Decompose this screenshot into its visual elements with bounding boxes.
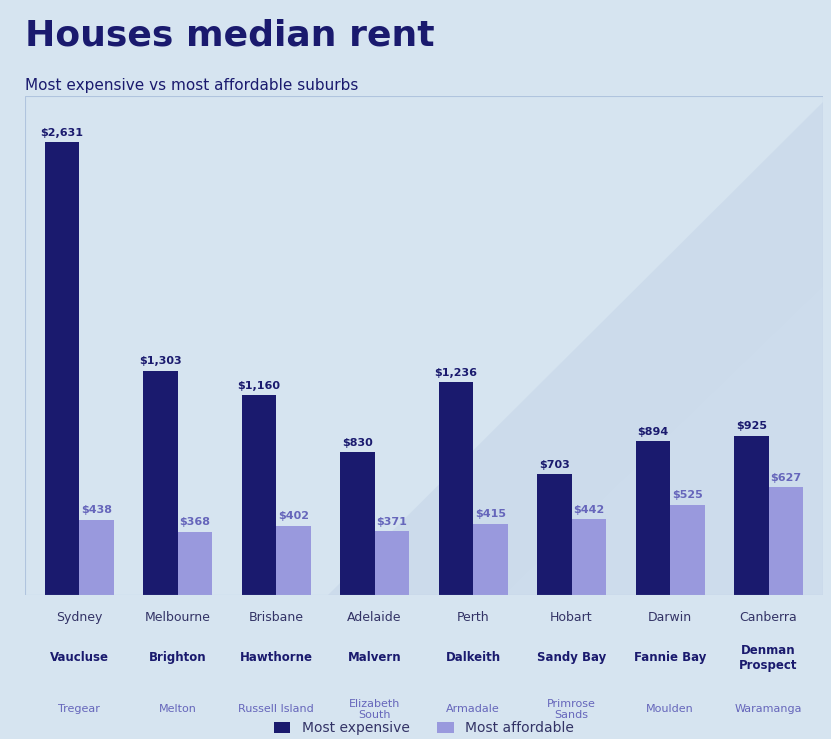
Text: $402: $402 [278,511,309,522]
Text: $925: $925 [735,421,767,432]
Bar [670,505,705,595]
Text: Denman
Prospect: Denman Prospect [740,644,798,672]
Bar [769,487,803,595]
Bar [473,523,508,595]
Text: $894: $894 [637,427,668,437]
Text: Hawthorne: Hawthorne [239,651,312,664]
Text: Perth: Perth [457,611,489,624]
Text: Brisbane: Brisbane [248,611,303,624]
Bar [242,395,276,595]
Text: Most expensive vs most affordable suburbs: Most expensive vs most affordable suburb… [25,78,358,92]
Text: $442: $442 [573,505,604,514]
Text: Waramanga: Waramanga [735,704,802,715]
Text: Elizabeth
South: Elizabeth South [349,698,401,721]
Text: Dalkeith: Dalkeith [445,651,500,664]
Text: $830: $830 [342,437,373,448]
Legend: Most expensive, Most affordable: Most expensive, Most affordable [269,717,578,739]
Text: Moulden: Moulden [647,704,694,715]
Bar [636,441,670,595]
Text: Tregear: Tregear [58,704,100,715]
Text: $1,236: $1,236 [435,368,477,378]
Polygon shape [504,270,831,595]
Text: $1,303: $1,303 [139,356,182,367]
Bar [572,519,606,595]
Bar [143,371,178,595]
Text: Armadale: Armadale [446,704,500,715]
Text: $368: $368 [179,517,210,528]
Text: Melton: Melton [159,704,196,715]
Text: $525: $525 [672,490,703,500]
Bar [439,382,473,595]
Bar [375,531,409,595]
Text: Malvern: Malvern [347,651,401,664]
Text: Adelaide: Adelaide [347,611,402,624]
Bar [340,452,375,595]
Text: Primrose
Sands: Primrose Sands [547,698,596,721]
Text: $371: $371 [376,517,407,527]
Polygon shape [328,86,831,595]
Text: Hobart: Hobart [550,611,593,624]
Bar [537,474,572,595]
Text: Houses median rent: Houses median rent [25,18,435,52]
Text: Darwin: Darwin [648,611,692,624]
Text: $415: $415 [475,509,506,520]
Text: $2,631: $2,631 [41,128,83,138]
Text: Sydney: Sydney [56,611,102,624]
Bar [178,531,212,595]
Text: $1,160: $1,160 [238,381,280,391]
Text: Canberra: Canberra [740,611,798,624]
Text: Russell Island: Russell Island [238,704,314,715]
Text: Fannie Bay: Fannie Bay [634,651,706,664]
Bar [79,520,114,595]
Text: Brighton: Brighton [149,651,206,664]
Text: Vaucluse: Vaucluse [50,651,109,664]
Text: $627: $627 [770,473,801,483]
Text: $438: $438 [81,505,112,515]
Text: Melbourne: Melbourne [145,611,210,624]
Text: Sandy Bay: Sandy Bay [537,651,606,664]
Bar [276,525,311,595]
Bar [734,436,769,595]
Text: $703: $703 [539,460,570,470]
Bar [45,143,79,595]
